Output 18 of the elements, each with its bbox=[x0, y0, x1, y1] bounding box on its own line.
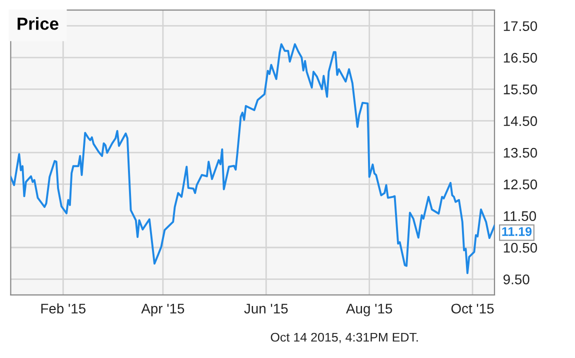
y-tick-label: 17.50 bbox=[504, 21, 538, 32]
data-label: 11.19 bbox=[502, 227, 532, 236]
line-series bbox=[10, 43, 494, 274]
y-tick-label: 11.50 bbox=[504, 211, 536, 222]
y-tick-label: 9.50 bbox=[503, 274, 530, 284]
y-tick-label: 13.50 bbox=[504, 148, 538, 158]
chart-title: Price bbox=[18, 17, 58, 30]
x-tick-label: Feb '15 bbox=[41, 303, 86, 314]
y-tick-label: 16.50 bbox=[504, 52, 538, 63]
y-tick-label: 15.50 bbox=[504, 84, 538, 94]
x-tick-label: Aug '15 bbox=[346, 304, 392, 316]
y-tick-label: 12.50 bbox=[504, 180, 538, 190]
x-tick-label: Apr '15 bbox=[141, 304, 184, 316]
y-tick-label: 14.50 bbox=[504, 116, 538, 126]
x-tick-label: Jun '15 bbox=[244, 304, 288, 314]
text: Oct 14 2015, 4:31PM EDT. bbox=[270, 332, 418, 344]
x-tick-label: Oct '15 bbox=[451, 304, 494, 314]
y-tick-label: 10.50 bbox=[504, 242, 538, 253]
